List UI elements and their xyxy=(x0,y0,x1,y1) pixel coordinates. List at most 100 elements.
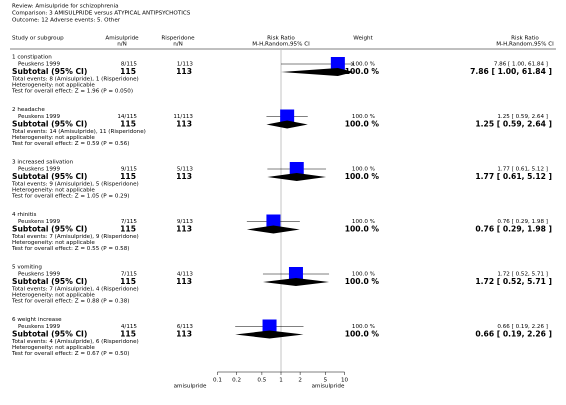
subtotal-rr: 1.77 [ 0.61, 5.12 ] xyxy=(475,172,552,181)
x-tick-label: 0.2 xyxy=(232,378,241,384)
subtotal-exp: 115 xyxy=(120,277,136,286)
group-title: 2 headache xyxy=(12,107,45,113)
heterogeneity: Heterogeneity: not applicable xyxy=(12,135,95,141)
col-plot: M-H,Random,95% CI xyxy=(252,42,310,48)
group-title: 4 rhinitis xyxy=(12,212,36,218)
study-square xyxy=(288,267,303,281)
total-events: Total events: 9 (Amisulpride), 5 (Risper… xyxy=(11,182,139,188)
ctrl-events: 1/113 xyxy=(177,62,194,68)
review: Review: Amisulpride for schizophrenia xyxy=(12,4,119,10)
subtotal-ctrl: 113 xyxy=(176,225,192,234)
study-name: Peuskens 1999 xyxy=(18,114,60,120)
ctrl-events: 11/113 xyxy=(173,114,193,120)
ctrl-events: 6/113 xyxy=(177,324,194,330)
outcome: Outcome: 12 Adverse events: 5. Other xyxy=(12,18,121,24)
total-events: Total events: 4 (Amisulpride), 6 (Risper… xyxy=(11,339,139,345)
col-exp: Amisulpride xyxy=(105,36,139,42)
subtotal-ctrl: 113 xyxy=(176,120,192,129)
exp-events: 14/115 xyxy=(117,114,137,120)
ctrl-events: 4/113 xyxy=(177,272,194,278)
exp-events: 8/115 xyxy=(121,62,138,68)
x-tick-label: 0.5 xyxy=(257,378,266,384)
subtotal-label: Subtotal (95% CI) xyxy=(12,277,87,286)
subtotal-diamond xyxy=(267,173,327,181)
group-title: 6 weight increase xyxy=(12,317,62,323)
col-plot: Risk Ratio xyxy=(267,36,295,42)
study-square xyxy=(280,109,295,124)
weight: 100.0 % xyxy=(352,219,375,225)
study-square xyxy=(262,319,277,334)
total-events: Total events: 7 (Amisulpride), 9 (Risper… xyxy=(11,234,139,240)
col-weight: Weight xyxy=(353,36,373,42)
subtotal-label: Subtotal (95% CI) xyxy=(12,67,87,76)
col-rr: M-H,Random,95% CI xyxy=(496,42,554,48)
weight: 100.0 % xyxy=(352,62,375,68)
subtotal-label: Subtotal (95% CI) xyxy=(12,172,87,181)
heterogeneity: Heterogeneity: not applicable xyxy=(12,83,95,89)
subtotal-exp: 115 xyxy=(120,67,136,76)
subtotal-rr: 1.25 [ 0.59, 2.64 ] xyxy=(475,120,552,129)
subtotal-label: Subtotal (95% CI) xyxy=(12,330,87,339)
overall-effect: Test for overall effect: Z = 0.67 (P = 0… xyxy=(11,351,129,357)
risk-ratio: 1.25 [ 0.59, 2.64 ] xyxy=(497,114,548,120)
subtotal-label: Subtotal (95% CI) xyxy=(12,120,87,129)
x-tick-label: 0.1 xyxy=(213,378,222,384)
heterogeneity: Heterogeneity: not applicable xyxy=(12,240,95,246)
study-square xyxy=(289,162,304,176)
total-events: Total events: 14 (Amisulpride), 11 (Risp… xyxy=(11,129,146,135)
subtotal-weight: 100.0 % xyxy=(345,67,380,76)
subtotal-exp: 115 xyxy=(120,172,136,181)
total-events: Total events: 8 (Amisulpride), 1 (Risper… xyxy=(11,77,139,83)
risk-ratio: 0.66 [ 0.19, 2.26 ] xyxy=(497,324,548,330)
exp-events: 7/115 xyxy=(121,219,138,225)
subtotal-weight: 100.0 % xyxy=(345,277,380,286)
favours-right: amisulpride xyxy=(312,384,345,390)
x-tick-label: 2 xyxy=(298,378,302,384)
subtotal-ctrl: 113 xyxy=(176,172,192,181)
study-name: Peuskens 1999 xyxy=(18,219,60,225)
risk-ratio: 1.77 [ 0.61, 5.12 ] xyxy=(497,167,548,173)
subtotal-diamond xyxy=(262,278,330,286)
exp-events: 4/115 xyxy=(121,324,138,330)
subtotal-diamond xyxy=(281,68,354,76)
study-name: Peuskens 1999 xyxy=(18,324,60,330)
risk-ratio: 1.72 [ 0.52, 5.71 ] xyxy=(497,272,548,278)
weight: 100.0 % xyxy=(352,272,375,278)
col-exp: n/N xyxy=(117,42,127,48)
study-square xyxy=(330,57,345,71)
col-ctrl: n/N xyxy=(173,42,183,48)
subtotal-ctrl: 113 xyxy=(176,330,192,339)
overall-effect: Test for overall effect: Z = 1.96 (P = 0… xyxy=(11,89,133,95)
subtotal-weight: 100.0 % xyxy=(345,225,380,234)
subtotal-ctrl: 113 xyxy=(176,67,192,76)
ctrl-events: 9/113 xyxy=(177,219,194,225)
overall-effect: Test for overall effect: Z = 0.59 (P = 0… xyxy=(11,141,129,147)
weight: 100.0 % xyxy=(352,114,375,120)
overall-effect: Test for overall effect: Z = 0.55 (P = 0… xyxy=(11,246,129,252)
comparison: Comparison: 3 AMISULPRIDE versus ATYPICA… xyxy=(12,11,191,17)
total-events: Total events: 7 (Amisulpride), 4 (Risper… xyxy=(11,287,139,293)
subtotal-weight: 100.0 % xyxy=(345,120,380,129)
x-tick-label: 5 xyxy=(324,378,328,384)
heterogeneity: Heterogeneity: not applicable xyxy=(12,293,95,299)
heterogeneity: Heterogeneity: not applicable xyxy=(12,188,95,194)
group-title: 3 increased salivation xyxy=(12,160,74,166)
subtotal-rr: 7.86 [ 1.00, 61.84 ] xyxy=(470,67,552,76)
favours-left: amisulpride xyxy=(174,384,207,390)
overall-effect: Test for overall effect: Z = 0.88 (P = 0… xyxy=(11,299,129,305)
col-ctrl: Risperidone xyxy=(161,36,195,42)
study-square xyxy=(266,214,281,229)
group-title: 5 vomiting xyxy=(12,265,42,271)
ctrl-events: 5/113 xyxy=(177,167,194,173)
x-tick-label: 10 xyxy=(341,378,349,384)
study-name: Peuskens 1999 xyxy=(18,272,60,278)
exp-events: 7/115 xyxy=(121,272,138,278)
subtotal-exp: 115 xyxy=(120,225,136,234)
exp-events: 9/115 xyxy=(121,167,138,173)
study-name: Peuskens 1999 xyxy=(18,167,60,173)
risk-ratio: 7.86 [ 1.00, 61.84 ] xyxy=(494,62,548,68)
heterogeneity: Heterogeneity: not applicable xyxy=(12,345,95,351)
subtotal-diamond xyxy=(266,120,308,129)
